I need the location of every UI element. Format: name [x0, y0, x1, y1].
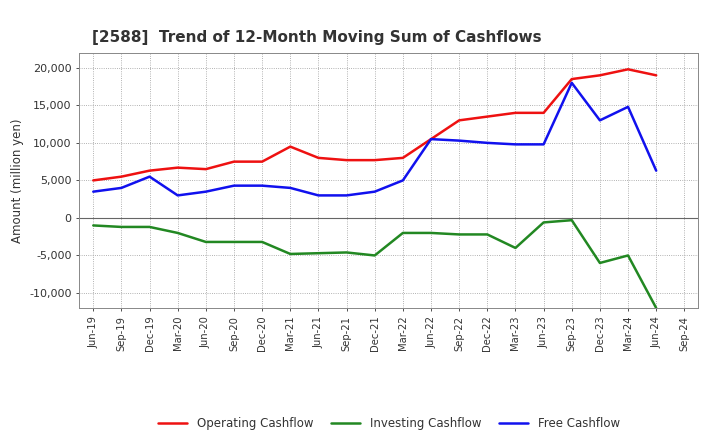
Operating Cashflow	[455, 118, 464, 123]
Investing Cashflow	[117, 224, 126, 230]
Investing Cashflow	[89, 223, 98, 228]
Investing Cashflow	[652, 305, 660, 311]
Operating Cashflow	[89, 178, 98, 183]
Line: Free Cashflow: Free Cashflow	[94, 83, 656, 195]
Operating Cashflow	[174, 165, 182, 170]
Operating Cashflow	[286, 144, 294, 149]
Free Cashflow	[258, 183, 266, 188]
Operating Cashflow	[258, 159, 266, 164]
Investing Cashflow	[427, 230, 436, 235]
Operating Cashflow	[624, 67, 632, 72]
Free Cashflow	[314, 193, 323, 198]
Free Cashflow	[370, 189, 379, 194]
Free Cashflow	[595, 118, 604, 123]
Investing Cashflow	[624, 253, 632, 258]
Operating Cashflow	[427, 136, 436, 142]
Free Cashflow	[202, 189, 210, 194]
Investing Cashflow	[370, 253, 379, 258]
Operating Cashflow	[370, 158, 379, 163]
Operating Cashflow	[399, 155, 408, 161]
Free Cashflow	[455, 138, 464, 143]
Investing Cashflow	[145, 224, 154, 230]
Line: Operating Cashflow: Operating Cashflow	[94, 70, 656, 180]
Free Cashflow	[286, 185, 294, 191]
Investing Cashflow	[511, 246, 520, 251]
Free Cashflow	[483, 140, 492, 146]
Free Cashflow	[652, 168, 660, 173]
Free Cashflow	[342, 193, 351, 198]
Free Cashflow	[145, 174, 154, 179]
Free Cashflow	[624, 104, 632, 110]
Free Cashflow	[174, 193, 182, 198]
Free Cashflow	[427, 136, 436, 142]
Text: [2588]  Trend of 12-Month Moving Sum of Cashflows: [2588] Trend of 12-Month Moving Sum of C…	[91, 29, 541, 45]
Free Cashflow	[567, 80, 576, 85]
Free Cashflow	[399, 178, 408, 183]
Investing Cashflow	[286, 251, 294, 257]
Legend: Operating Cashflow, Investing Cashflow, Free Cashflow: Operating Cashflow, Investing Cashflow, …	[153, 412, 625, 435]
Free Cashflow	[117, 185, 126, 191]
Operating Cashflow	[567, 77, 576, 82]
Operating Cashflow	[342, 158, 351, 163]
Investing Cashflow	[483, 232, 492, 237]
Operating Cashflow	[145, 168, 154, 173]
Investing Cashflow	[258, 239, 266, 245]
Free Cashflow	[230, 183, 238, 188]
Operating Cashflow	[202, 166, 210, 172]
Y-axis label: Amount (million yen): Amount (million yen)	[11, 118, 24, 242]
Operating Cashflow	[483, 114, 492, 119]
Free Cashflow	[511, 142, 520, 147]
Free Cashflow	[539, 142, 548, 147]
Operating Cashflow	[652, 73, 660, 78]
Investing Cashflow	[455, 232, 464, 237]
Operating Cashflow	[314, 155, 323, 161]
Operating Cashflow	[595, 73, 604, 78]
Investing Cashflow	[314, 250, 323, 256]
Investing Cashflow	[174, 230, 182, 235]
Investing Cashflow	[539, 220, 548, 225]
Investing Cashflow	[342, 250, 351, 255]
Free Cashflow	[89, 189, 98, 194]
Line: Investing Cashflow: Investing Cashflow	[94, 220, 656, 308]
Operating Cashflow	[230, 159, 238, 164]
Investing Cashflow	[202, 239, 210, 245]
Investing Cashflow	[230, 239, 238, 245]
Operating Cashflow	[539, 110, 548, 115]
Investing Cashflow	[399, 230, 408, 235]
Investing Cashflow	[595, 260, 604, 266]
Operating Cashflow	[117, 174, 126, 179]
Investing Cashflow	[567, 217, 576, 223]
Operating Cashflow	[511, 110, 520, 115]
